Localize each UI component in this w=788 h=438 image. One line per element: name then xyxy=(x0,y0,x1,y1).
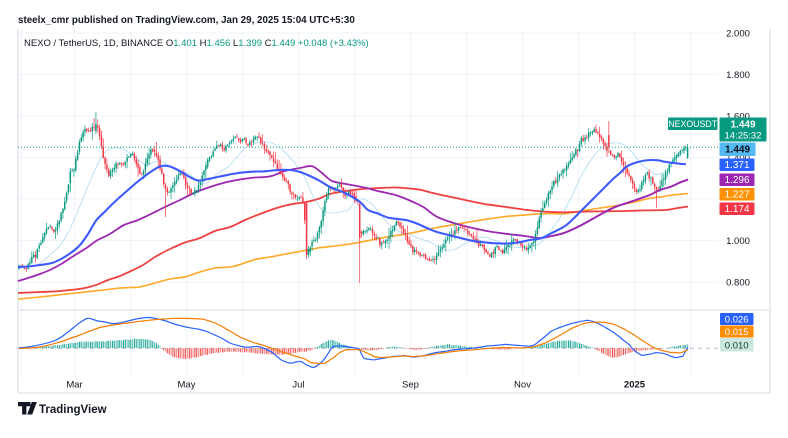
svg-text:1.449: 1.449 xyxy=(725,145,750,156)
svg-text:0.010: 0.010 xyxy=(725,340,749,351)
svg-text:NEXO / TetherUS, 1D, BINANCE O: NEXO / TetherUS, 1D, BINANCE O1.401 H1.4… xyxy=(24,38,369,49)
svg-text:0.026: 0.026 xyxy=(725,314,749,325)
svg-text:1.449: 1.449 xyxy=(730,120,755,131)
svg-text:0.015: 0.015 xyxy=(725,327,749,338)
svg-text:NEXOUSDT: NEXOUSDT xyxy=(668,119,718,129)
svg-text:May: May xyxy=(178,380,196,391)
svg-text:1.000: 1.000 xyxy=(726,236,750,247)
svg-text:1.296: 1.296 xyxy=(724,175,749,186)
svg-text:Jul: Jul xyxy=(292,380,304,391)
svg-text:TradingView: TradingView xyxy=(39,404,107,416)
svg-text:14:25:32: 14:25:32 xyxy=(725,131,762,142)
svg-text:Sep: Sep xyxy=(402,380,419,391)
svg-text:1.227: 1.227 xyxy=(724,190,749,201)
svg-text:Nov: Nov xyxy=(514,380,531,391)
svg-text:2.000: 2.000 xyxy=(726,29,750,40)
svg-text:Mar: Mar xyxy=(66,380,82,391)
svg-text:1.371: 1.371 xyxy=(724,160,749,171)
svg-text:2025: 2025 xyxy=(624,380,646,391)
svg-text:1.174: 1.174 xyxy=(724,204,749,215)
svg-text:0.800: 0.800 xyxy=(726,278,750,289)
svg-text:steelx_cmr published on Tradin: steelx_cmr published on TradingView.com,… xyxy=(18,15,355,26)
svg-text:1.800: 1.800 xyxy=(726,70,750,81)
